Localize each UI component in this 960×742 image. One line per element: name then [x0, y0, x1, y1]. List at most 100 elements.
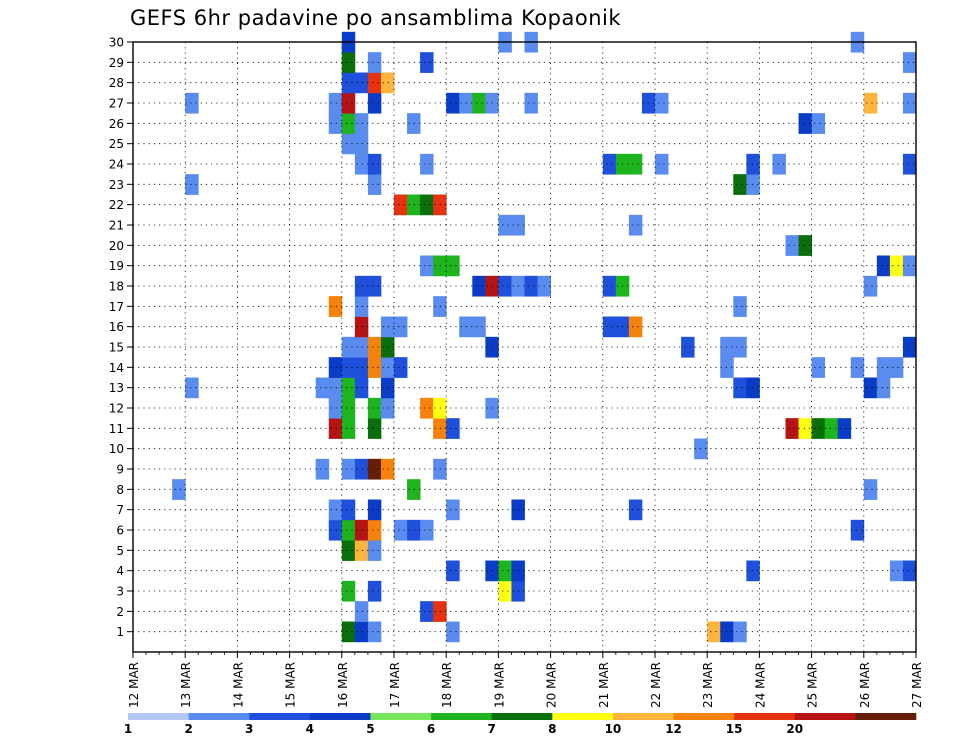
heatmap-cell: [602, 316, 617, 338]
heatmap-cell: [446, 499, 460, 521]
heatmap-cell: [341, 113, 356, 134]
heatmap-cell: [367, 72, 382, 94]
heatmap-cell: [446, 255, 460, 277]
x-tick-label: 12 MAR: [127, 662, 141, 708]
y-tick-label: 5: [116, 544, 124, 558]
heatmap-cell: [628, 499, 643, 521]
heatmap-cell: [185, 174, 199, 195]
heatmap-cell: [394, 357, 408, 378]
heatmap-cell: [172, 479, 186, 500]
heatmap-cell: [354, 601, 369, 622]
colorbar-swatch: [734, 713, 796, 720]
heatmap-cell: [733, 174, 747, 195]
heatmap-cell: [889, 560, 904, 582]
heatmap-cell: [354, 357, 369, 378]
heatmap-cell: [811, 418, 826, 439]
heatmap-cell: [354, 540, 369, 561]
y-tick-label: 10: [109, 442, 124, 456]
colorbar-swatch: [491, 713, 553, 720]
heatmap-cell: [407, 194, 421, 216]
x-tick-label: 26 MAR: [858, 662, 872, 708]
heatmap-cell: [420, 601, 434, 622]
heatmap-cell: [394, 519, 408, 541]
y-tick-label: 14: [109, 361, 124, 375]
colorbar-label: 10: [605, 722, 622, 736]
colorbar-swatch: [128, 713, 189, 720]
heatmap-cell: [746, 153, 760, 175]
colorbar-label: 7: [488, 722, 496, 736]
y-tick-label: 11: [109, 422, 124, 436]
heatmap-cell: [354, 153, 369, 175]
y-tick-label: 18: [109, 280, 124, 294]
heatmap-cell: [798, 418, 812, 439]
x-tick-label: 15 MAR: [284, 662, 298, 708]
y-tick-label: 2: [116, 605, 124, 619]
heatmap-cell: [798, 235, 812, 256]
heatmap-cell: [341, 377, 356, 399]
heatmap-cell: [328, 397, 343, 419]
heatmap-cell: [498, 580, 512, 602]
heatmap-cell: [341, 540, 356, 561]
heatmap-cell: [341, 519, 356, 541]
x-tick-label: 23 MAR: [701, 662, 715, 708]
heatmap-cell: [498, 560, 512, 582]
y-tick-label: 17: [109, 300, 124, 314]
y-tick-label: 28: [109, 76, 124, 90]
heatmap-cell: [785, 418, 799, 439]
heatmap-cell: [733, 621, 747, 643]
heatmap-cell: [889, 357, 904, 378]
heatmap-cell: [628, 316, 643, 338]
heatmap-cell: [354, 458, 369, 480]
y-tick-label: 3: [116, 585, 124, 599]
colorbar-label: 1: [124, 722, 132, 736]
heatmap-cell: [354, 72, 369, 94]
heatmap-cell: [498, 214, 512, 236]
heatmap-cell: [380, 397, 395, 419]
heatmap-cell: [341, 418, 356, 439]
heatmap-cell: [863, 92, 878, 114]
colorbar-label: 8: [548, 722, 556, 736]
x-tick-label: 24 MAR: [753, 662, 767, 708]
heatmap-cell: [341, 397, 356, 419]
colorbar-label: 2: [184, 722, 192, 736]
x-tick-label: 21 MAR: [597, 662, 611, 708]
heatmap-cell: [902, 52, 917, 73]
heatmap-cell: [341, 458, 356, 480]
heatmap-cell: [824, 418, 839, 439]
heatmap-cell: [354, 296, 369, 317]
y-tick-label: 19: [109, 259, 124, 273]
heatmap-cell: [341, 357, 356, 378]
heatmap-cell: [354, 113, 369, 134]
heatmap-cell: [341, 133, 356, 155]
heatmap-cell: [498, 275, 512, 297]
heatmap-cell: [367, 499, 382, 521]
heatmap-cell: [785, 235, 799, 256]
colorbar-label: 15: [726, 722, 743, 736]
heatmap-cell: [367, 397, 382, 419]
heatmap-cell: [811, 113, 826, 134]
y-tick-label: 4: [116, 564, 124, 578]
heatmap-cell: [380, 336, 395, 358]
heatmap-cell: [354, 621, 369, 643]
heatmap-cell: [328, 357, 343, 378]
heatmap-cell: [798, 113, 812, 134]
heatmap-cell: [420, 52, 434, 73]
y-tick-label: 26: [109, 117, 124, 131]
heatmap-cell: [889, 255, 904, 277]
y-tick-label: 27: [109, 97, 124, 111]
heatmap-cell: [341, 92, 356, 114]
heatmap-cell: [328, 499, 343, 521]
heatmap-cell: [328, 519, 343, 541]
heatmap-cell: [524, 275, 538, 297]
y-tick-label: 8: [116, 483, 124, 497]
heatmap-cell: [524, 92, 538, 114]
heatmap-cell: [733, 377, 747, 399]
x-tick-label: 13 MAR: [179, 662, 193, 708]
heatmap-cell: [367, 357, 382, 378]
heatmap-cell: [772, 153, 786, 175]
heatmap-cell: [681, 336, 695, 358]
y-tick-label: 16: [109, 320, 124, 334]
heatmap-cell: [315, 458, 330, 480]
heatmap-cell: [420, 153, 434, 175]
